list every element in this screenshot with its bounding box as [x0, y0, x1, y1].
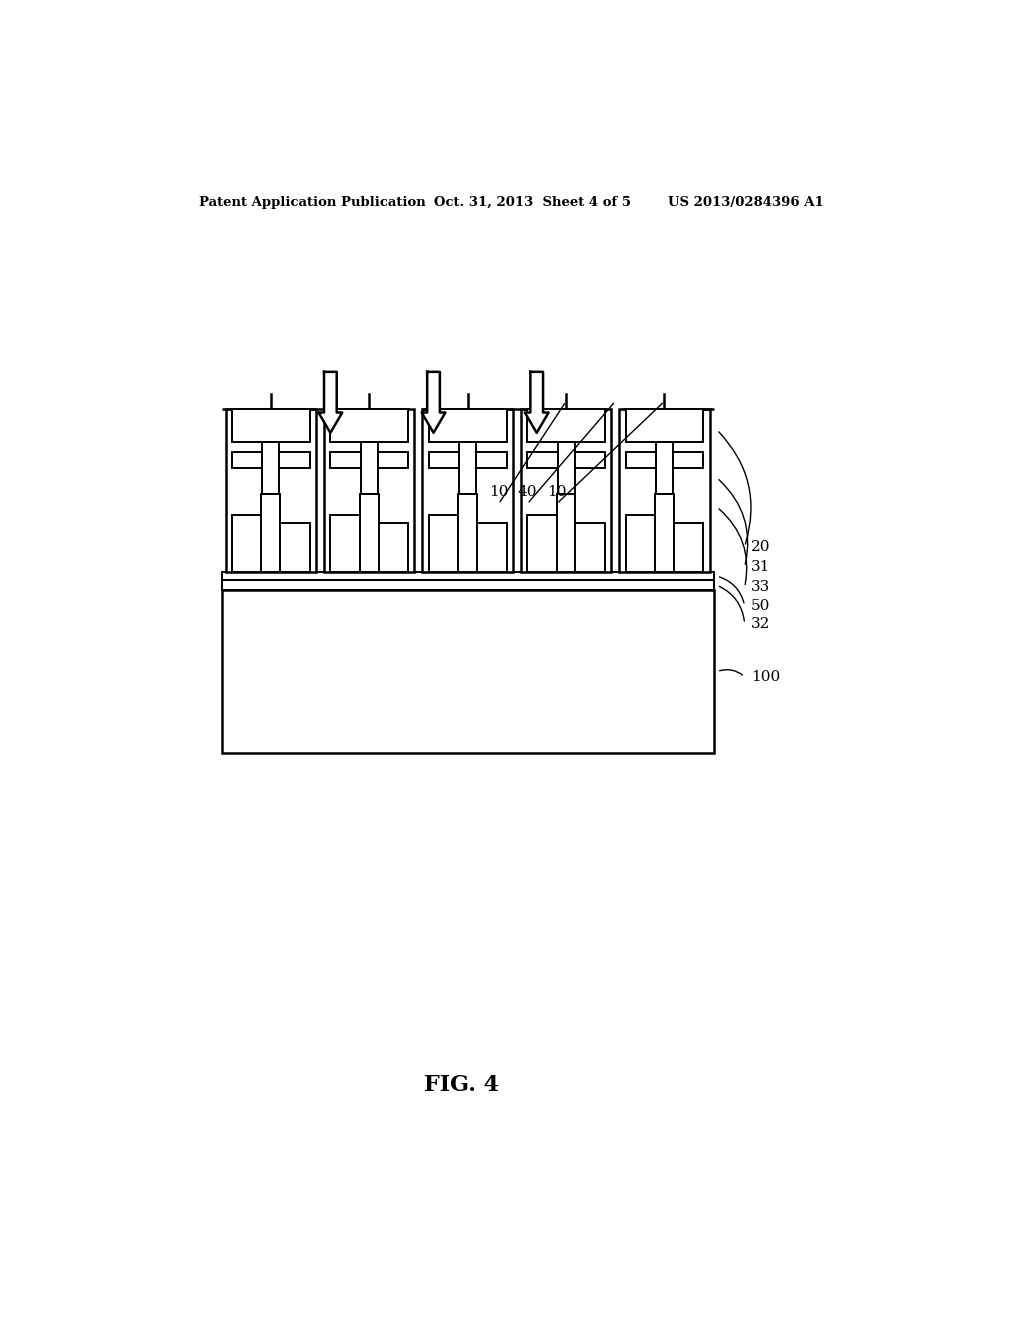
Bar — [376, 523, 409, 572]
Text: US 2013/0284396 A1: US 2013/0284396 A1 — [668, 195, 823, 209]
Bar — [221, 590, 714, 752]
Bar — [262, 442, 280, 494]
Text: Oct. 31, 2013  Sheet 4 of 5: Oct. 31, 2013 Sheet 4 of 5 — [433, 195, 631, 209]
Bar — [378, 453, 409, 469]
Bar — [359, 494, 379, 572]
Bar — [572, 523, 605, 572]
Bar — [574, 453, 605, 469]
Text: 10: 10 — [488, 484, 508, 499]
Bar — [280, 453, 309, 469]
Bar — [557, 494, 575, 572]
Bar — [429, 409, 507, 442]
Bar — [232, 409, 309, 442]
Polygon shape — [524, 372, 549, 433]
Bar — [620, 409, 710, 572]
Bar — [459, 494, 477, 572]
Text: FIG. 4: FIG. 4 — [424, 1074, 499, 1097]
Bar — [225, 409, 316, 572]
Bar — [557, 442, 574, 494]
Bar — [673, 453, 703, 469]
Bar — [656, 442, 673, 494]
Text: Patent Application Publication: Patent Application Publication — [200, 195, 426, 209]
Bar — [626, 409, 703, 442]
Polygon shape — [318, 372, 342, 433]
Bar — [324, 409, 415, 572]
Bar — [331, 453, 360, 469]
Text: 100: 100 — [751, 669, 780, 684]
Bar — [221, 572, 714, 581]
Bar — [671, 523, 703, 572]
Bar — [278, 523, 309, 572]
Bar — [423, 409, 513, 572]
Bar — [331, 515, 364, 572]
Bar — [261, 494, 281, 572]
Bar — [360, 442, 378, 494]
Bar — [527, 453, 557, 469]
Text: 33: 33 — [751, 581, 770, 594]
Text: 20: 20 — [751, 540, 770, 553]
Bar — [527, 409, 605, 442]
Text: 40: 40 — [517, 484, 537, 499]
Bar — [655, 494, 674, 572]
Bar — [232, 515, 264, 572]
Bar — [474, 523, 507, 572]
Bar — [331, 409, 409, 442]
Bar — [626, 515, 658, 572]
Bar — [459, 442, 476, 494]
Text: 50: 50 — [751, 598, 770, 612]
Bar — [429, 515, 462, 572]
Text: 32: 32 — [751, 616, 770, 631]
Bar — [232, 453, 262, 469]
Bar — [221, 581, 714, 590]
Text: 31: 31 — [751, 560, 770, 574]
Bar — [429, 453, 459, 469]
Text: 10: 10 — [547, 484, 566, 499]
Bar — [626, 453, 656, 469]
Polygon shape — [422, 372, 445, 433]
Bar — [527, 515, 560, 572]
Bar — [476, 453, 507, 469]
Bar — [521, 409, 611, 572]
